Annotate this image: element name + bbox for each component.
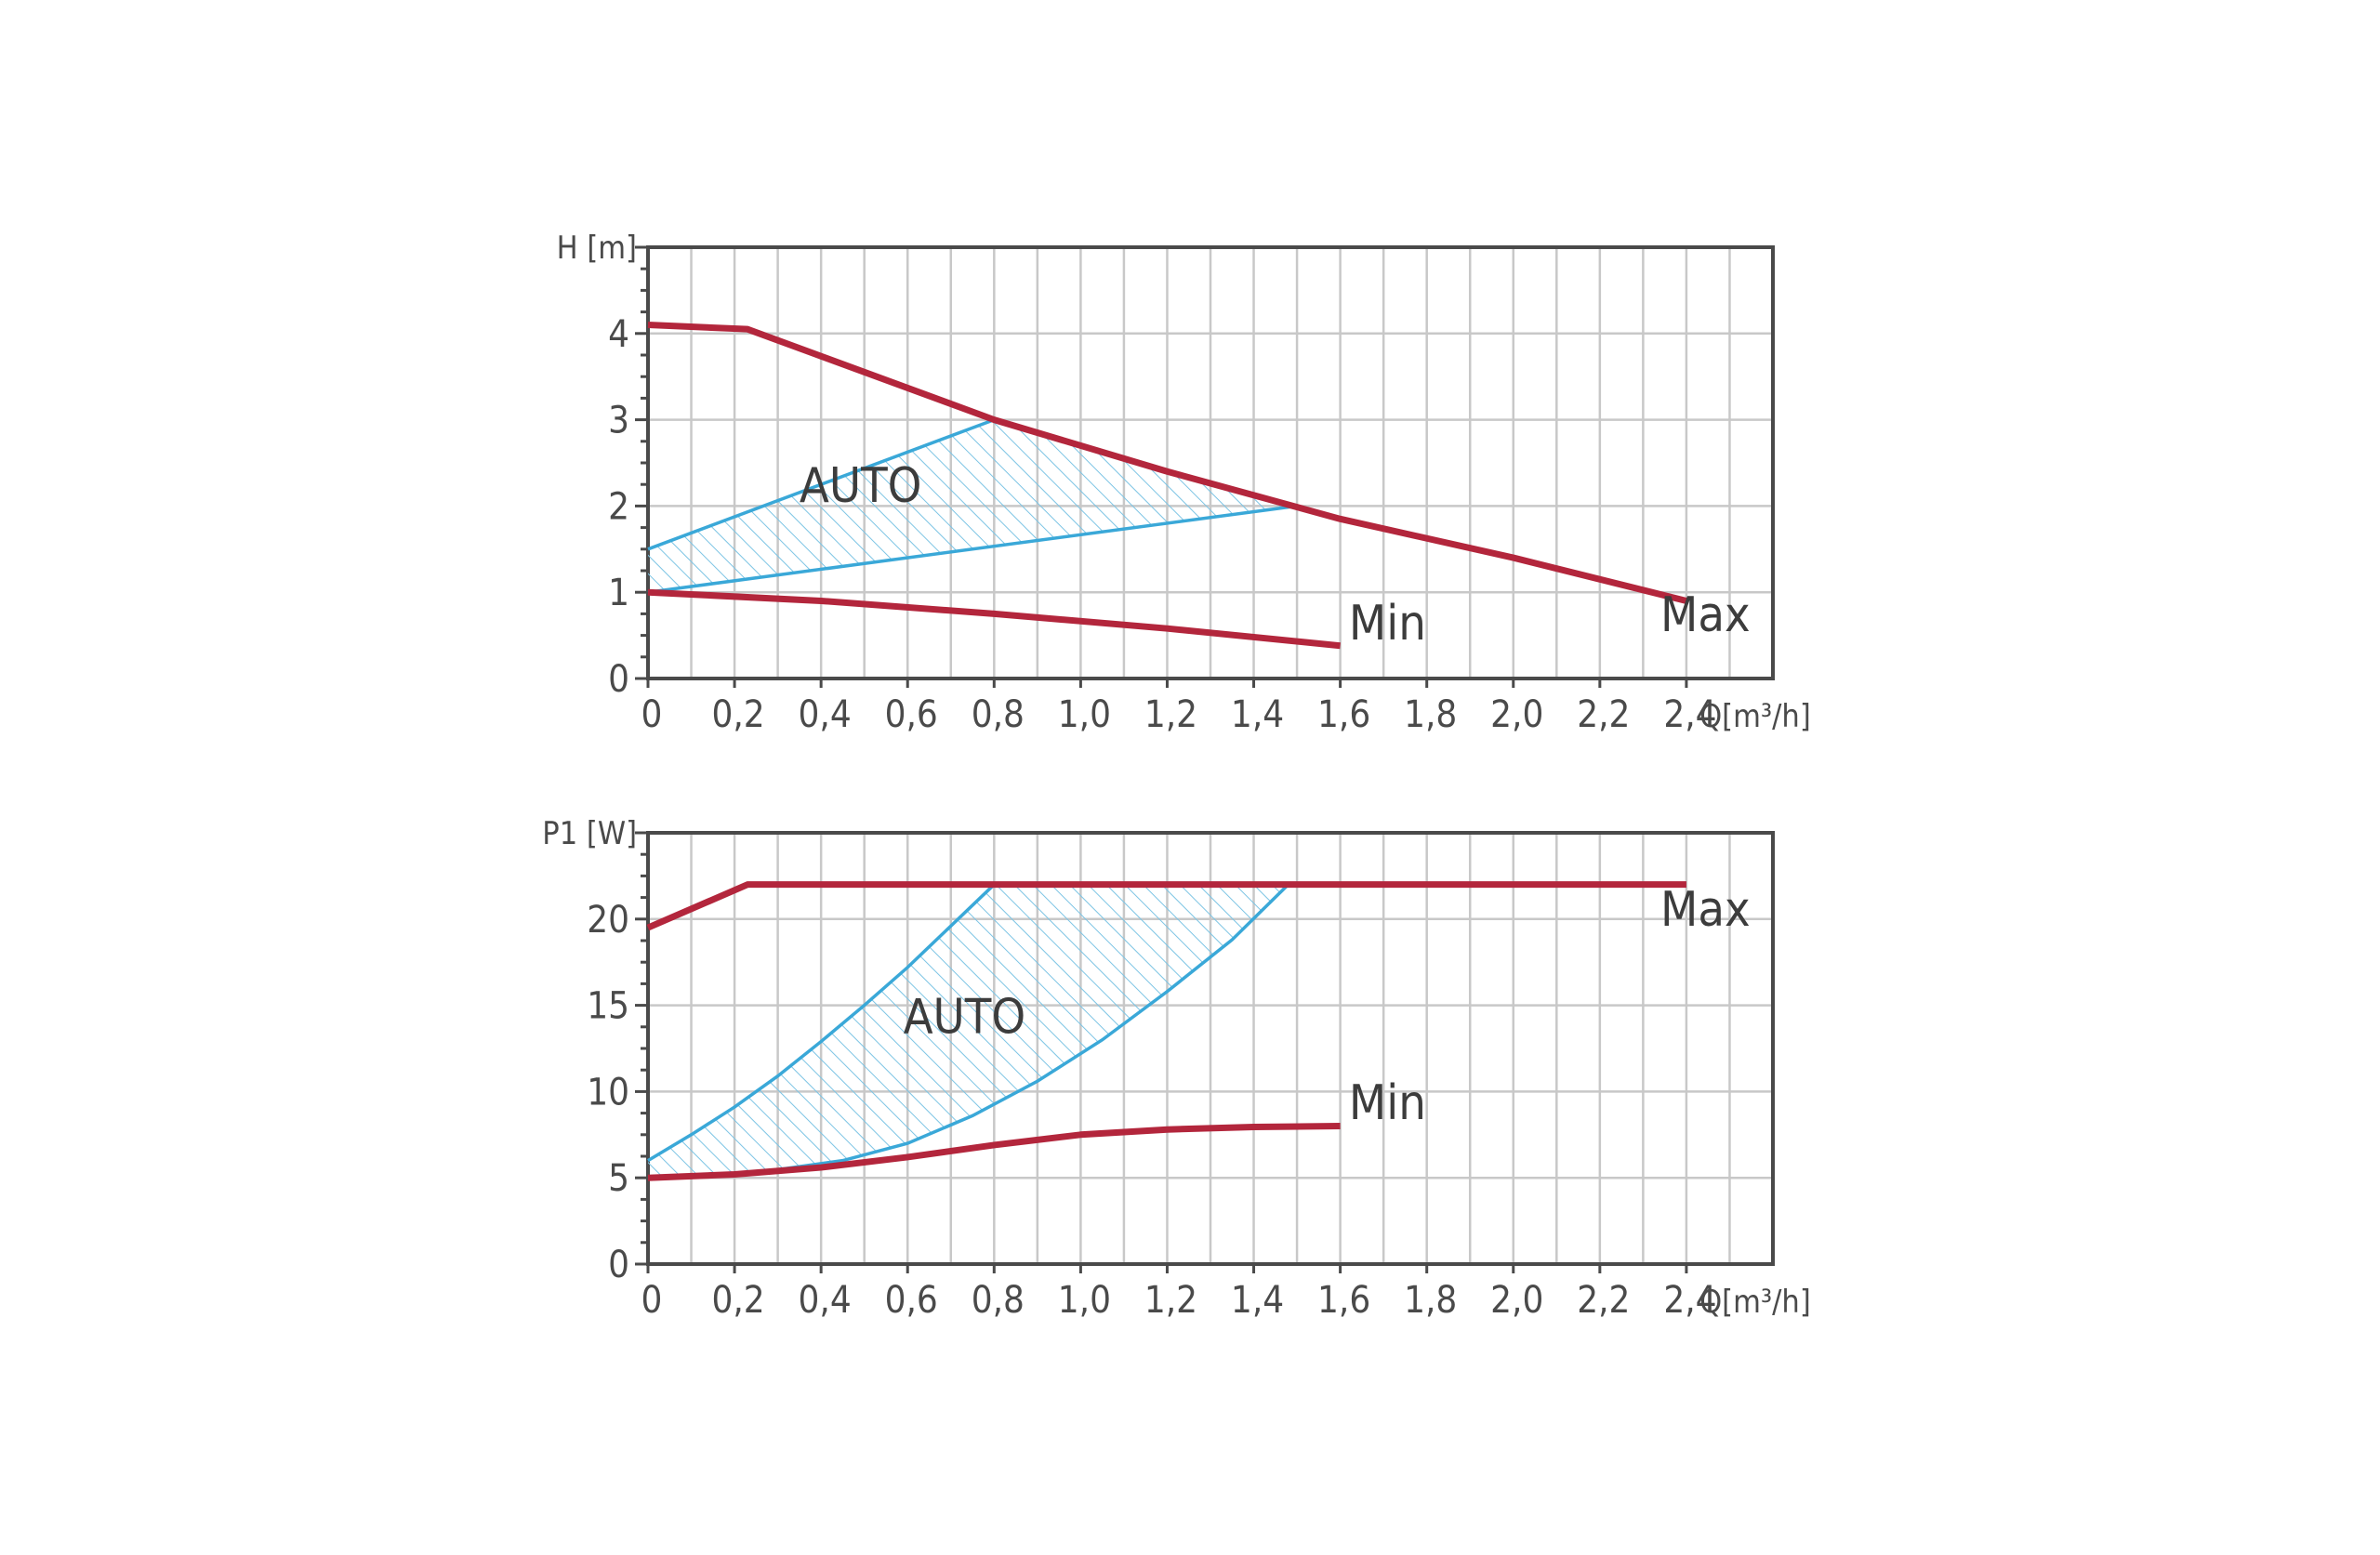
auto-lower-line: [647, 504, 1298, 594]
x-tick-label: 1,6: [1317, 1279, 1370, 1322]
x-tick-label: 0,8: [972, 1279, 1025, 1322]
x-tick-label: 2,2: [1577, 693, 1630, 736]
auto-annotation: AUTO: [904, 989, 1026, 1045]
x-tick-label: 0,8: [972, 693, 1025, 736]
y-axis-ticks: 0 5 10 15 20: [587, 831, 648, 1286]
y-tick-label: 0: [608, 1244, 629, 1286]
x-tick-label: 2,0: [1490, 1279, 1543, 1322]
min-curve: [647, 1123, 1341, 1181]
x-tick-label: 0,4: [799, 693, 852, 736]
x-tick-label: 2,4: [1663, 1279, 1716, 1322]
x-tick-label: 2,0: [1490, 693, 1543, 736]
min-annotation: Min: [1349, 596, 1426, 652]
auto-upper-line: [647, 883, 996, 1163]
y-tick-label: 4: [608, 313, 629, 356]
x-tick-label: 2,2: [1577, 1279, 1630, 1322]
auto-upper-line: [647, 417, 995, 551]
power-curve-chart: 0 5 10 15 20 0 0,2 0,4 0,6 0,8 1,0 1,2 1,4 1,6 1,8 2,0 2…: [542, 815, 1811, 1322]
y-axis-label: H [m]: [557, 230, 637, 267]
min-annotation: Min: [1349, 1075, 1426, 1131]
x-tick-label: 1,8: [1404, 693, 1457, 736]
x-tick-label: 2,4: [1663, 693, 1716, 736]
x-axis-label: Q[m³/h]: [1699, 1284, 1811, 1321]
x-axis-ticks: 0 0,2 0,4 0,6 0,8 1,0 1,2 1,4 1,6 1,8 2,0 2,2 2,4: [641, 679, 1717, 736]
x-tick-label: 1,4: [1231, 1279, 1284, 1322]
x-tick-label: 0: [641, 1279, 663, 1322]
x-tick-label: 1,0: [1058, 693, 1111, 736]
auto-region-fill: [648, 884, 1289, 1179]
x-tick-label: 1,6: [1317, 693, 1370, 736]
y-tick-label: 2: [608, 485, 629, 528]
x-tick-label: 1,8: [1404, 1279, 1457, 1322]
max-annotation: Max: [1660, 882, 1751, 938]
x-tick-label: 0,6: [885, 693, 938, 736]
x-tick-label: 1,2: [1144, 1279, 1197, 1322]
x-tick-label: 0: [641, 693, 663, 736]
x-tick-label: 1,0: [1058, 1279, 1111, 1322]
x-tick-label: 0,4: [799, 1279, 852, 1322]
x-tick-label: 1,4: [1231, 693, 1284, 736]
y-axis-ticks: 0 1 2 3 4: [608, 245, 648, 701]
y-tick-label: 1: [608, 572, 629, 614]
y-tick-label: 10: [587, 1071, 629, 1114]
x-axis-label: Q[m³/h]: [1699, 698, 1811, 735]
y-tick-label: 3: [608, 400, 629, 442]
max-annotation: Max: [1660, 587, 1751, 643]
head-curve-chart: 0 1 2 3 4 0 0,2 0,4 0,6 0,8 1,0 1,2 1,4 1,6 1,8 2,0 2,2 2…: [557, 230, 1811, 736]
x-tick-label: 0,6: [885, 1279, 938, 1322]
y-tick-label: 20: [587, 899, 629, 942]
y-tick-label: 5: [608, 1157, 629, 1200]
y-tick-label: 15: [587, 985, 629, 1028]
auto-annotation: AUTO: [800, 458, 922, 514]
x-tick-label: 0,2: [711, 1279, 764, 1322]
max-curve: [646, 881, 1686, 931]
x-tick-label: 0,2: [711, 693, 764, 736]
y-axis-label: P1 [W]: [542, 815, 637, 852]
min-curve: [647, 588, 1341, 650]
y-tick-label: 0: [608, 658, 629, 701]
x-axis-ticks: 0 0,2 0,4 0,6 0,8 1,0 1,2 1,4 1,6 1,8 2,0 2,2 2,4: [641, 1264, 1717, 1322]
max-curve: [647, 322, 1687, 604]
x-tick-label: 1,2: [1144, 693, 1197, 736]
